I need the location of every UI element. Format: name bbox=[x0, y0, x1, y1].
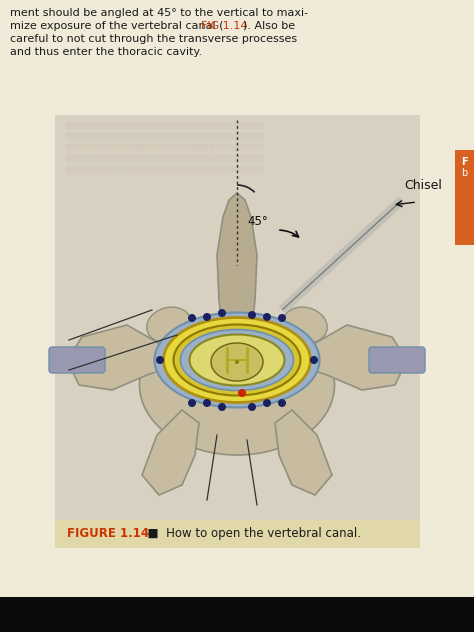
Text: mize exposure of the vertebral canal (: mize exposure of the vertebral canal ( bbox=[10, 21, 224, 31]
FancyBboxPatch shape bbox=[49, 347, 105, 373]
Text: Chisel: Chisel bbox=[404, 179, 442, 192]
Circle shape bbox=[310, 356, 318, 364]
Bar bbox=[0, 0, 474, 115]
Text: careful to not cut through the transverse processes: careful to not cut through the transvers… bbox=[10, 34, 297, 44]
Text: ░░░░░░░░░░░░░░░░░░░░░░░░░░░░░░░░░░░░░░░░░░: ░░░░░░░░░░░░░░░░░░░░░░░░░░░░░░░░░░░░░░░░… bbox=[65, 155, 264, 162]
Text: ░░░░░░░░░░░░░░░░░░░░░░░░░░░░░░░░░░░░░░░░░░: ░░░░░░░░░░░░░░░░░░░░░░░░░░░░░░░░░░░░░░░░… bbox=[65, 166, 264, 173]
Ellipse shape bbox=[147, 307, 191, 343]
Text: ). Also be: ). Also be bbox=[243, 21, 295, 31]
Ellipse shape bbox=[139, 315, 335, 455]
Polygon shape bbox=[312, 325, 407, 390]
Polygon shape bbox=[157, 325, 223, 360]
Bar bbox=[0, 597, 474, 632]
Polygon shape bbox=[217, 193, 257, 335]
Polygon shape bbox=[142, 410, 199, 495]
Ellipse shape bbox=[164, 317, 310, 403]
Circle shape bbox=[188, 399, 196, 407]
Circle shape bbox=[263, 399, 271, 407]
Text: ment should be angled at 45° to the vertical to maxi-: ment should be angled at 45° to the vert… bbox=[10, 8, 308, 18]
Text: b: b bbox=[461, 168, 467, 178]
Circle shape bbox=[248, 403, 256, 411]
Ellipse shape bbox=[181, 329, 293, 391]
Circle shape bbox=[203, 399, 211, 407]
Circle shape bbox=[188, 314, 196, 322]
Text: F: F bbox=[461, 157, 467, 167]
Ellipse shape bbox=[190, 334, 284, 386]
Text: FIGURE 1.14: FIGURE 1.14 bbox=[67, 527, 149, 540]
Circle shape bbox=[235, 360, 239, 364]
Circle shape bbox=[278, 399, 286, 407]
Ellipse shape bbox=[283, 307, 327, 343]
Text: ░░░░░░░░░░░░░░░░░░░░░░░░░░░░░░░░░░░░░░░░░░: ░░░░░░░░░░░░░░░░░░░░░░░░░░░░░░░░░░░░░░░░… bbox=[65, 122, 264, 128]
Text: ■  How to open the vertebral canal.: ■ How to open the vertebral canal. bbox=[140, 527, 361, 540]
Circle shape bbox=[278, 314, 286, 322]
Circle shape bbox=[203, 313, 211, 321]
Circle shape bbox=[263, 313, 271, 321]
Text: 45°: 45° bbox=[247, 215, 268, 228]
Bar bbox=[55, 520, 420, 548]
Polygon shape bbox=[251, 325, 317, 360]
Text: and thus enter the thoracic cavity.: and thus enter the thoracic cavity. bbox=[10, 47, 202, 57]
Text: ░░░░░░░░░░░░░░░░░░░░░░░░░░░░░░░░░░░░░░░░░░: ░░░░░░░░░░░░░░░░░░░░░░░░░░░░░░░░░░░░░░░░… bbox=[65, 133, 264, 140]
Bar bbox=[55, 115, 420, 530]
Polygon shape bbox=[275, 410, 332, 495]
Ellipse shape bbox=[155, 312, 319, 408]
Circle shape bbox=[248, 311, 256, 319]
Bar bbox=[455, 150, 474, 245]
Text: FIG 1.14: FIG 1.14 bbox=[201, 21, 247, 31]
Text: ░░░░░░░░░░░░░░░░░░░░░░░░░░░░░░░░░░░░░░░░░░: ░░░░░░░░░░░░░░░░░░░░░░░░░░░░░░░░░░░░░░░░… bbox=[65, 144, 264, 150]
Polygon shape bbox=[67, 325, 162, 390]
Circle shape bbox=[218, 309, 226, 317]
Circle shape bbox=[218, 403, 226, 411]
Ellipse shape bbox=[173, 324, 301, 396]
Circle shape bbox=[238, 389, 246, 397]
Ellipse shape bbox=[211, 343, 263, 381]
Circle shape bbox=[156, 356, 164, 364]
FancyBboxPatch shape bbox=[369, 347, 425, 373]
